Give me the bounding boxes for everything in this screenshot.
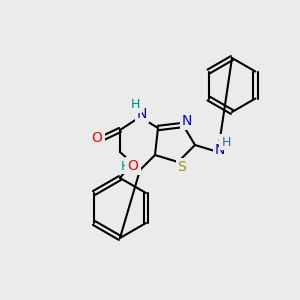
Text: H: H [120,160,130,172]
Text: O: O [128,159,138,173]
Text: H: H [221,136,231,148]
Text: N: N [137,107,147,121]
Text: H: H [130,98,140,112]
Text: N: N [182,114,192,128]
Text: N: N [215,143,225,157]
Text: S: S [178,160,186,174]
Text: O: O [92,131,102,145]
